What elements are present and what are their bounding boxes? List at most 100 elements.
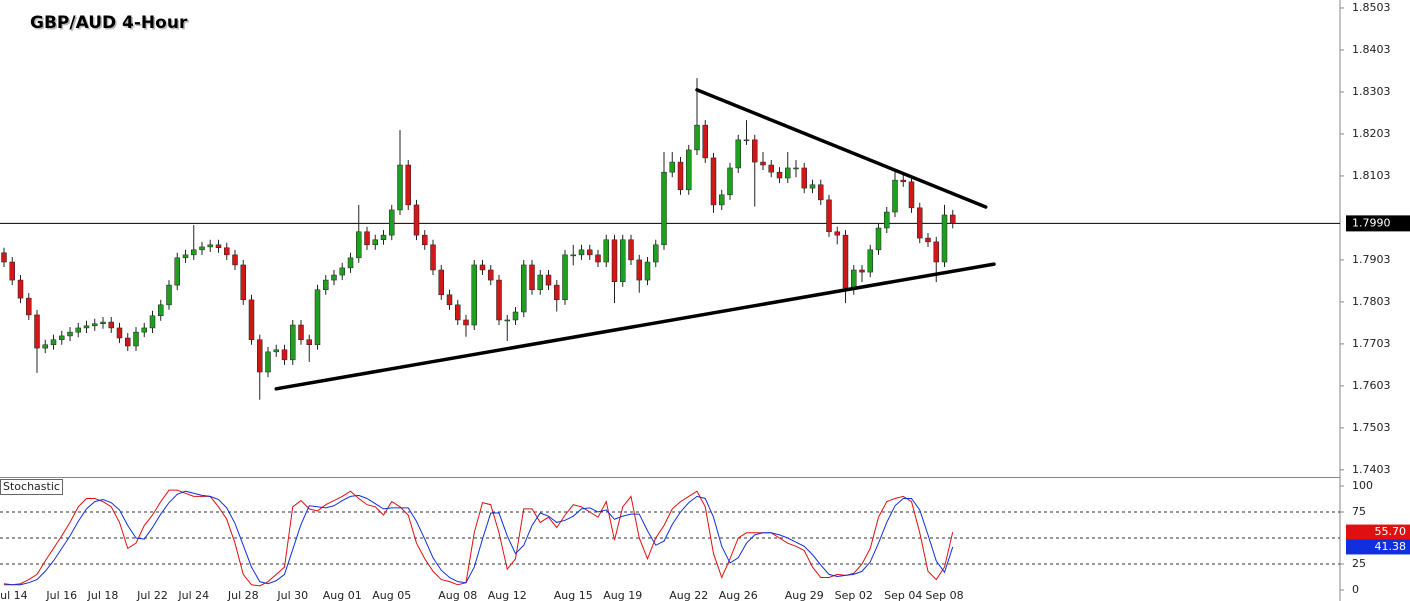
x-tick-label: Jul 14 [0, 589, 28, 601]
candle-body [611, 239, 618, 282]
candle-body [661, 171, 667, 246]
candle-body [265, 351, 271, 373]
candle-body [232, 254, 238, 266]
candle-body [1, 252, 7, 263]
x-tick-label: Aug 08 [438, 589, 477, 601]
candle-body [174, 257, 180, 286]
candle-body [578, 249, 585, 256]
x-tick-label: Aug 01 [323, 589, 362, 601]
candle-body [67, 331, 73, 337]
candle-body [694, 124, 700, 151]
candle-body [339, 267, 345, 276]
candle-body [26, 297, 32, 316]
candle-body [9, 261, 15, 281]
candle-body [100, 321, 106, 324]
candle-body [42, 344, 48, 349]
y-tick-label: 1.8303 [1352, 85, 1391, 98]
x-tick-label: Aug 12 [488, 589, 527, 601]
candle-body [925, 237, 931, 243]
candle-body [834, 231, 840, 236]
candle-body [504, 319, 510, 322]
candle-body [240, 264, 246, 301]
candle-body [941, 214, 948, 263]
candle-body [430, 244, 436, 271]
candle-body [463, 319, 469, 326]
x-tick-label: Aug 05 [372, 589, 411, 601]
x-tick-label: Aug 15 [554, 589, 593, 601]
candle-body [125, 337, 131, 347]
candle-body [950, 214, 956, 224]
x-tick-label: Jul 22 [136, 589, 168, 601]
last-price-label: 1.7990 [1352, 216, 1391, 229]
candle-body [347, 257, 354, 269]
stochastic-line [4, 489, 954, 587]
candle-body [471, 264, 477, 326]
last-value-box [1346, 524, 1410, 540]
chart-title-shadow: GBP/AUD 4-Hour [32, 15, 190, 35]
candle-body [298, 324, 304, 340]
candle-body [512, 311, 519, 321]
candle-body [422, 234, 428, 246]
y-tick-label: 1.7403 [1352, 463, 1391, 476]
candle-body [900, 179, 906, 183]
candle-body [17, 279, 24, 299]
candle-body [620, 239, 626, 282]
candle-body [686, 149, 692, 191]
candle-body [884, 211, 890, 229]
candle-body [496, 279, 502, 321]
x-tick-label: Jul 18 [87, 589, 119, 601]
candle-body [75, 327, 81, 333]
candle-body [191, 249, 197, 256]
y-tick-label: 25 [1352, 557, 1366, 570]
stochastic-line [3, 490, 954, 586]
candle-body [776, 171, 783, 179]
candle-body [529, 264, 535, 290]
y-tick-label: 1.7603 [1352, 379, 1391, 392]
candle-body [875, 227, 882, 251]
candle-body [521, 264, 527, 313]
x-tick-label: Jul 16 [45, 589, 77, 601]
chart-title: GBP/AUD 4-Hour [30, 13, 188, 33]
candle-body [59, 335, 65, 340]
candle-body [479, 264, 486, 271]
candle-body [644, 261, 651, 281]
y-tick-label: 100 [1352, 479, 1373, 492]
candle-body [199, 246, 205, 251]
candle-body [554, 284, 560, 301]
y-tick-label: 1.7703 [1352, 337, 1391, 350]
candle-body [438, 269, 444, 296]
x-tick-label: Jul 28 [227, 589, 259, 601]
candle-body [306, 339, 312, 345]
candle-body [405, 164, 411, 206]
x-tick-label: Aug 19 [603, 589, 642, 601]
candle-body [116, 327, 123, 339]
candle-body [933, 241, 939, 263]
y-tick-label: 1.7803 [1352, 295, 1391, 308]
candle-body [743, 139, 750, 142]
candle-body [133, 331, 139, 347]
x-tick-label: Sep 04 [884, 589, 922, 601]
candle-body [908, 181, 915, 209]
x-tick-label: Aug 29 [785, 589, 824, 601]
candle-body [224, 247, 230, 256]
stochastic-title: Stochastic [3, 480, 60, 493]
candle-body [364, 231, 370, 246]
candle-body [273, 349, 279, 353]
candle-body [669, 161, 675, 173]
last-price-box [1346, 215, 1410, 232]
candle-body [455, 304, 461, 321]
y-tick-label: 1.7903 [1352, 253, 1391, 266]
candle-body [851, 269, 857, 289]
candle-body [207, 244, 213, 248]
candle-body [372, 239, 378, 246]
y-tick-label: 1.7503 [1352, 421, 1391, 434]
x-tick-label: Sep 08 [925, 589, 963, 601]
candle-body [323, 279, 329, 290]
x-tick-label: Jul 24 [177, 589, 209, 601]
y-tick-label: 0 [1352, 583, 1359, 596]
candle-body [257, 339, 263, 373]
candle-body [34, 314, 40, 349]
candle-body [149, 315, 156, 329]
